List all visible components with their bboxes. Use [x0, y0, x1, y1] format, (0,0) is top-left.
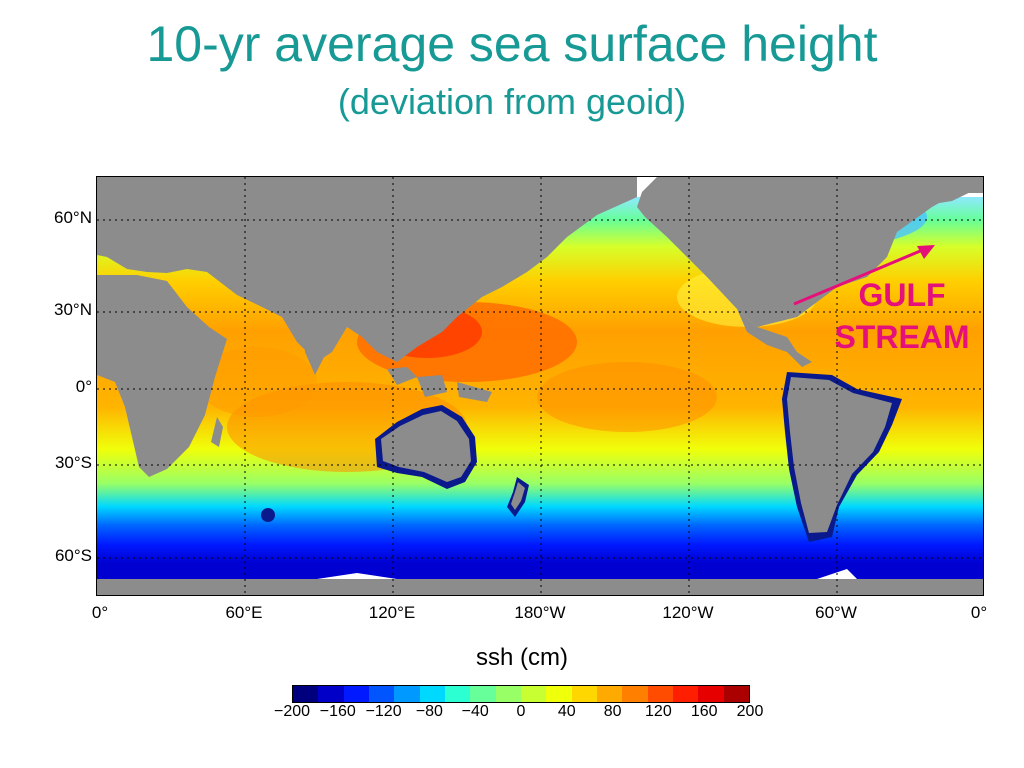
colorbar-tick-label: 0 — [516, 703, 526, 720]
page-title: 10-yr average sea surface height — [146, 16, 878, 72]
lon-label-120e: 120°E — [368, 603, 416, 622]
lat-label-60s: 60°S — [54, 546, 92, 565]
lat-label-60n: 60°N — [54, 208, 92, 227]
colorbar-tick-label: 160 — [690, 703, 718, 720]
colorbar-swatch — [596, 686, 623, 702]
colorbar-swatch — [723, 686, 749, 702]
colorbar-tick-label: 40 — [557, 703, 576, 720]
page-subtitle: (deviation from geoid) — [337, 81, 687, 122]
colorbar-swatch — [571, 686, 597, 702]
colorbar-tick-label: 120 — [645, 703, 672, 720]
colorbar-swatch — [318, 686, 344, 702]
colorbar-swatch — [672, 686, 699, 702]
lon-label-120w: 120°W — [662, 603, 714, 622]
colorbar-tick-label: 80 — [603, 703, 622, 720]
colorbar-swatch — [698, 686, 724, 702]
colorbar-tick-label: 200 — [736, 703, 764, 720]
colorbar-swatch — [520, 686, 547, 702]
gulf-stream-line2: STREAM — [834, 319, 970, 355]
lon-label-60w: 60°W — [815, 603, 857, 622]
colorbar-swatch — [368, 686, 395, 702]
colorbar-tick-label: −80 — [415, 703, 443, 720]
colorbar-swatch — [419, 686, 445, 702]
colorbar-tick-label: −40 — [461, 703, 489, 720]
colorbar-tick-label: −120 — [365, 703, 402, 720]
colorbar-swatch — [647, 686, 673, 702]
ssh-map-graphic — [97, 177, 983, 595]
lat-label-0: 0° — [75, 377, 92, 396]
lon-label-0: 0° — [91, 603, 109, 622]
colorbar — [292, 685, 750, 703]
ssh-map — [96, 176, 984, 596]
colorbar-swatch — [470, 686, 496, 702]
colorbar-swatch — [546, 686, 572, 702]
lon-label-60e: 60°E — [225, 603, 263, 622]
colorbar-swatch — [444, 686, 471, 702]
colorbar-tick-label: −160 — [319, 703, 356, 720]
colorbar-swatch — [622, 686, 648, 702]
lat-label-30s: 30°S — [54, 453, 92, 472]
lat-label-30n: 30°N — [54, 300, 92, 319]
lon-label-180w: 180°W — [514, 603, 566, 622]
lon-label-0-right: 0° — [970, 603, 988, 622]
colorbar-swatch — [293, 686, 319, 702]
gulf-stream-annotation: GULF STREAM — [812, 274, 992, 358]
gulf-stream-arrow — [793, 245, 935, 306]
colorbar-swatch — [394, 686, 420, 702]
colorbar-label: ssh (cm) — [476, 644, 568, 671]
colorbar-tick-label: −200 — [273, 703, 311, 720]
colorbar-swatch — [495, 686, 521, 702]
colorbar-swatch — [343, 686, 369, 702]
gulf-stream-line1: GULF — [858, 277, 946, 313]
colorbar-ticks: −200 −160 −120 −80 −40 0 40 80 120 160 200 — [0, 703, 1024, 727]
